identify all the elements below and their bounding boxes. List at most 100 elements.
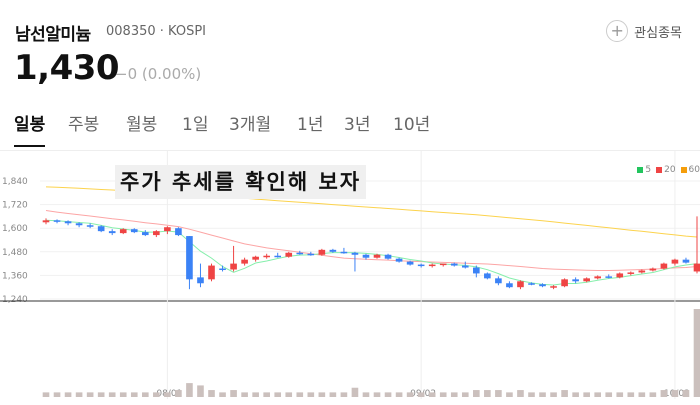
candle-body: [241, 259, 248, 264]
volume-bar: [175, 390, 182, 397]
candle-body: [75, 223, 83, 226]
plus-icon: +: [606, 20, 629, 42]
candle-body: [42, 220, 50, 223]
volume-bar: [75, 392, 83, 397]
legend-ma60: 60: [680, 165, 700, 175]
candle-body: [616, 273, 624, 278]
candle-body: [550, 286, 557, 288]
volume-bar: [230, 390, 237, 397]
y-tick-label: 1,480: [2, 248, 28, 258]
volume-bar: [130, 392, 138, 397]
candle-body: [318, 249, 326, 255]
volume-bar: [97, 392, 105, 397]
volume-bar: [219, 392, 226, 397]
volume-bar: [285, 392, 293, 397]
candle-body: [340, 251, 348, 254]
watchlist-button[interactable]: + 관심종목: [606, 20, 682, 42]
volume-bar: [208, 390, 215, 397]
candle-body: [539, 284, 546, 287]
volume-bar: [362, 392, 370, 397]
volume-bar: [307, 392, 315, 397]
y-tick-label: 1,840: [2, 177, 28, 187]
volume-bar: [395, 392, 403, 397]
volume-bar: [373, 392, 381, 397]
volume-bar: [428, 392, 436, 397]
candle-body: [64, 221, 72, 224]
volume-bar: [153, 392, 160, 397]
legend-ma20: 20: [656, 165, 676, 175]
candle-body: [53, 220, 61, 222]
candle-body: [164, 227, 171, 232]
chart-legend: 5 20 60: [637, 165, 700, 175]
volume-bar: [528, 392, 535, 397]
volume-bar: [263, 392, 270, 397]
candle-body: [296, 252, 304, 255]
candle-body: [605, 276, 613, 278]
candle-body: [693, 263, 700, 272]
candle-body: [86, 225, 94, 227]
tab-weekly[interactable]: 주봉: [68, 115, 100, 135]
candle-body: [517, 281, 524, 288]
volume-bar: [583, 392, 590, 397]
volume-bar: [186, 383, 193, 397]
legend-ma5: 5: [637, 165, 651, 175]
candle-body: [130, 229, 138, 233]
volume-bar: [42, 392, 50, 397]
volume-bar: [274, 392, 282, 397]
volume-bar: [340, 392, 348, 397]
candle-body: [208, 265, 215, 280]
volume-bar: [517, 390, 524, 397]
candle-body: [395, 258, 403, 262]
period-tabs: 일봉 주봉 월봉 1일 3개월 1년 3년 10년: [0, 110, 700, 150]
candle-body: [594, 276, 602, 279]
y-tick-label: 1,720: [2, 201, 28, 211]
volume-bar: [141, 392, 149, 397]
tab-3month[interactable]: 3개월: [229, 115, 272, 135]
candle-body: [351, 252, 359, 255]
candle-body: [263, 255, 270, 258]
candle-body: [428, 264, 436, 267]
volume-bar: [64, 392, 72, 397]
tab-1day[interactable]: 1일: [182, 115, 209, 135]
volume-bar: [296, 392, 304, 397]
legend-ma60-swatch: [680, 166, 687, 173]
tab-3year[interactable]: 3년: [344, 115, 371, 135]
volume-bar: [252, 392, 259, 397]
overlay-banner: 주가 추세를 확인해 보자: [115, 165, 367, 199]
volume-bar: [605, 392, 613, 397]
candle-body: [384, 254, 392, 259]
candle-body: [108, 231, 116, 234]
candle-body: [671, 259, 679, 264]
stock-name: 남선알미늄: [15, 25, 91, 45]
candle-body: [660, 263, 668, 269]
volume-bar: [671, 390, 679, 397]
tab-10year[interactable]: 10년: [393, 115, 431, 135]
volume-bar: [473, 390, 480, 397]
tab-daily[interactable]: 일봉: [14, 110, 46, 147]
candle-body: [197, 277, 204, 284]
volume-bar: [638, 392, 646, 397]
tab-1year[interactable]: 1년: [297, 115, 324, 135]
candle-body: [682, 259, 690, 263]
legend-ma5-swatch: [637, 166, 644, 173]
candle-body: [572, 279, 579, 282]
volume-bar: [318, 392, 326, 397]
volume-bar: [649, 392, 657, 397]
y-tick-label: 1,600: [2, 224, 28, 234]
watchlist-label: 관심종목: [634, 25, 682, 41]
candle-body: [439, 263, 447, 266]
volume-bar: [450, 392, 458, 397]
candle-body: [461, 265, 469, 268]
candle-body: [307, 253, 315, 256]
candle-body: [528, 283, 535, 285]
volume-bar: [572, 392, 579, 397]
tab-monthly[interactable]: 월봉: [126, 115, 158, 135]
candle-body: [495, 278, 502, 284]
volume-bar: [660, 390, 668, 397]
volume-bar: [495, 390, 502, 397]
volume-bar: [329, 392, 337, 397]
volume-bar: [197, 385, 204, 397]
candle-body: [274, 255, 282, 258]
volume-bar: [461, 392, 469, 397]
candle-body: [450, 263, 458, 266]
